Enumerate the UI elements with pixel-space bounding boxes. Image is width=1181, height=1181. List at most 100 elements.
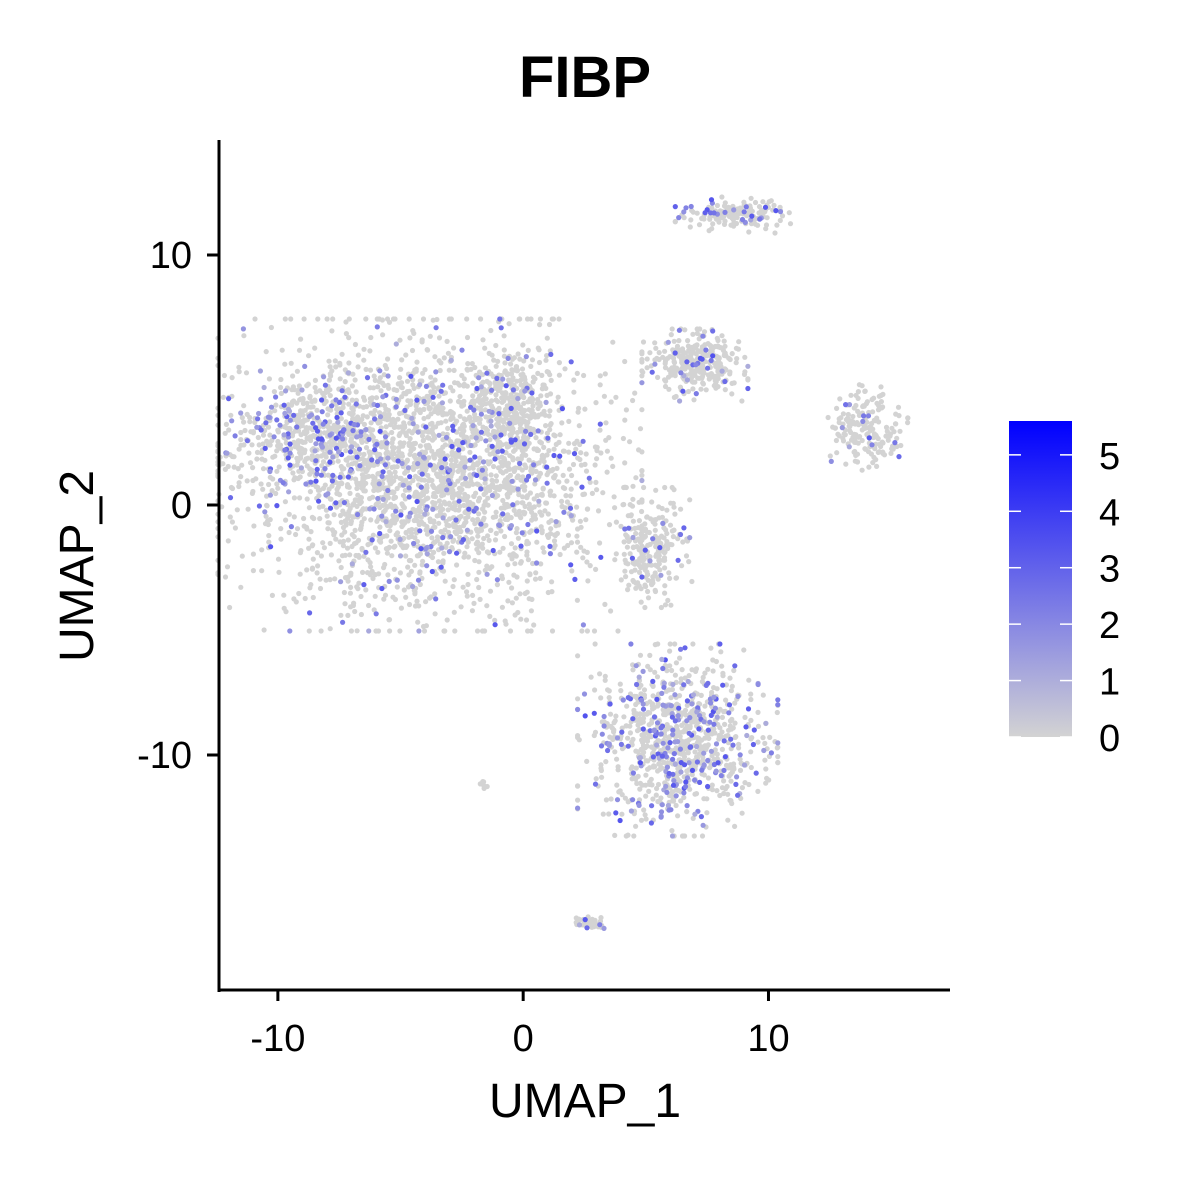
data-point — [520, 494, 526, 500]
data-point — [302, 595, 308, 602]
data-point — [753, 770, 759, 776]
data-point — [361, 357, 367, 363]
data-point — [387, 523, 393, 529]
data-point — [283, 517, 289, 523]
data-point — [467, 472, 473, 478]
data-point — [331, 529, 337, 535]
data-point — [460, 428, 466, 435]
data-point — [608, 399, 614, 405]
umap-points — [215, 194, 911, 932]
data-point — [338, 612, 344, 618]
data-point — [612, 505, 618, 511]
data-point — [533, 435, 539, 441]
data-point — [445, 425, 451, 431]
data-point — [314, 550, 320, 556]
data-point — [681, 682, 687, 688]
data-point — [376, 481, 382, 487]
data-point — [447, 398, 453, 404]
data-point — [505, 474, 511, 481]
data-point — [384, 365, 390, 372]
data-point — [635, 722, 641, 728]
data-point — [380, 380, 386, 386]
data-point — [380, 332, 386, 338]
data-point — [451, 345, 457, 351]
data-point — [421, 415, 427, 422]
data-point — [353, 389, 359, 395]
data-point — [383, 519, 389, 525]
data-point — [734, 214, 740, 221]
data-point — [634, 711, 640, 717]
data-point — [330, 454, 336, 460]
data-point — [477, 416, 483, 422]
data-point — [274, 448, 280, 454]
data-point — [898, 442, 904, 449]
data-point — [260, 432, 267, 438]
data-point — [690, 331, 696, 337]
data-point — [689, 578, 695, 585]
data-point — [539, 411, 545, 417]
data-point — [671, 751, 678, 757]
data-point — [368, 517, 374, 523]
data-point — [592, 462, 598, 468]
data-point — [543, 399, 549, 405]
data-point — [833, 437, 840, 444]
data-point — [681, 794, 687, 801]
data-point — [329, 403, 335, 409]
data-point — [879, 449, 886, 455]
data-point — [245, 506, 251, 512]
data-point — [287, 450, 293, 456]
data-point — [298, 423, 304, 429]
data-point — [569, 568, 575, 574]
data-point — [322, 466, 328, 472]
data-point — [448, 462, 455, 468]
data-point — [424, 531, 430, 537]
data-point — [543, 357, 549, 363]
data-point — [258, 396, 264, 402]
data-point — [695, 705, 701, 711]
data-point — [327, 540, 333, 547]
data-point — [694, 743, 700, 750]
data-point — [474, 430, 480, 436]
data-point — [430, 493, 436, 499]
data-point — [343, 448, 349, 454]
data-point — [649, 703, 655, 709]
data-point — [735, 346, 742, 352]
data-point — [551, 432, 557, 438]
data-point — [693, 791, 700, 797]
data-point — [547, 422, 553, 428]
data-point — [319, 397, 325, 403]
data-point — [619, 725, 625, 731]
data-point — [368, 334, 374, 341]
data-point — [547, 543, 553, 550]
data-point — [662, 602, 669, 608]
data-point — [878, 399, 885, 405]
data-point — [737, 756, 743, 762]
data-point — [602, 601, 608, 608]
data-point — [386, 477, 392, 484]
data-point — [450, 427, 456, 433]
data-point — [308, 529, 314, 535]
data-point — [629, 739, 635, 745]
data-point — [498, 528, 504, 534]
data-point — [626, 582, 632, 588]
data-point — [460, 584, 466, 590]
data-point — [694, 326, 700, 332]
data-point — [668, 372, 675, 378]
data-point — [688, 370, 694, 377]
data-point — [470, 380, 476, 386]
data-point — [748, 691, 754, 697]
data-point — [312, 384, 318, 391]
data-point — [377, 524, 383, 530]
data-point — [514, 419, 520, 425]
data-point — [401, 587, 407, 593]
data-point — [571, 389, 577, 395]
data-point — [544, 335, 550, 341]
data-point — [554, 399, 560, 405]
data-point — [313, 441, 319, 447]
data-point — [226, 427, 232, 433]
data-point — [278, 536, 284, 542]
data-point — [267, 468, 273, 475]
data-point — [266, 376, 272, 382]
data-point — [315, 436, 321, 442]
data-point — [684, 803, 690, 809]
